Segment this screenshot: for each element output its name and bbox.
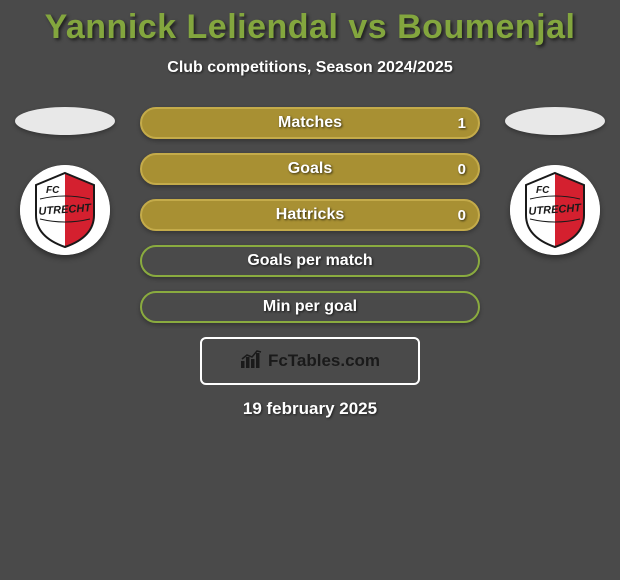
club-badge-right: FC UTRECHT	[510, 165, 600, 255]
stat-label: Matches	[278, 114, 342, 132]
stat-row: Hattricks 0	[140, 199, 480, 231]
player-placeholder-left	[15, 107, 115, 135]
watermark-box[interactable]: FcTables.com	[200, 337, 420, 385]
stat-label: Goals per match	[247, 252, 372, 270]
right-column: FC UTRECHT	[500, 107, 610, 255]
stat-row: Min per goal	[140, 291, 480, 323]
stat-value-right: 0	[458, 207, 466, 224]
stat-value-right: 0	[458, 161, 466, 178]
stat-label: Hattricks	[276, 206, 344, 224]
left-column: FC UTRECHT	[10, 107, 120, 255]
stat-label: Min per goal	[263, 298, 357, 316]
comparison-card: Yannick Leliendal vs Boumenjal Club comp…	[0, 0, 620, 419]
utrecht-shield-icon: FC UTRECHT	[510, 165, 600, 255]
stat-rows: Matches 1 Goals 0 Hattricks 0 Goals per match M…	[140, 107, 480, 323]
stat-row: Goals 0	[140, 153, 480, 185]
subtitle: Club competitions, Season 2024/2025	[0, 59, 620, 77]
utrecht-shield-icon: FC UTRECHT	[20, 165, 110, 255]
stats-area: FC UTRECHT FC UTRECHT	[0, 107, 620, 323]
date-text: 19 february 2025	[0, 399, 620, 419]
stat-value-right: 1	[458, 115, 466, 132]
barchart-icon	[240, 349, 264, 374]
stat-row: Goals per match	[140, 245, 480, 277]
stat-row: Matches 1	[140, 107, 480, 139]
player-placeholder-right	[505, 107, 605, 135]
watermark-text: FcTables.com	[268, 351, 380, 371]
page-title: Yannick Leliendal vs Boumenjal	[0, 8, 620, 47]
stat-label: Goals	[288, 160, 332, 178]
svg-text:FC: FC	[536, 185, 550, 196]
club-badge-left: FC UTRECHT	[20, 165, 110, 255]
svg-text:FC: FC	[46, 185, 60, 196]
